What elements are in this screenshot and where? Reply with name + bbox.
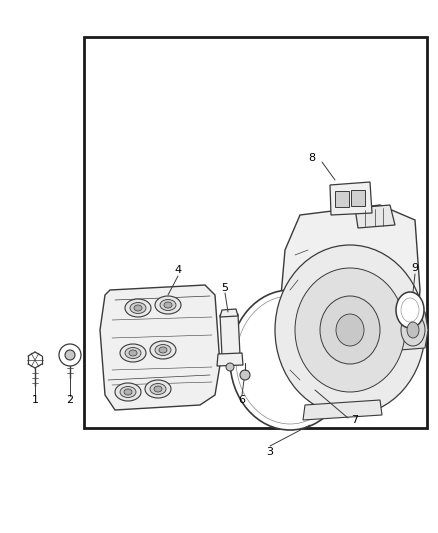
- Ellipse shape: [134, 305, 141, 311]
- Ellipse shape: [130, 303, 146, 313]
- Ellipse shape: [159, 300, 176, 311]
- Polygon shape: [329, 182, 371, 215]
- Circle shape: [65, 350, 75, 360]
- Circle shape: [226, 363, 233, 371]
- Text: 5: 5: [221, 283, 228, 293]
- Text: 3: 3: [266, 447, 273, 457]
- Ellipse shape: [150, 341, 176, 359]
- Ellipse shape: [115, 383, 141, 401]
- Ellipse shape: [400, 314, 424, 346]
- Text: 4: 4: [174, 265, 181, 275]
- Text: 7: 7: [351, 415, 358, 425]
- Ellipse shape: [125, 348, 141, 359]
- Polygon shape: [219, 314, 240, 356]
- Ellipse shape: [236, 296, 343, 424]
- Text: 2: 2: [66, 395, 74, 405]
- Ellipse shape: [164, 302, 172, 308]
- Ellipse shape: [125, 299, 151, 317]
- Text: 6: 6: [238, 395, 245, 405]
- Polygon shape: [354, 205, 394, 228]
- Bar: [334, 191, 348, 207]
- Ellipse shape: [120, 386, 136, 398]
- Ellipse shape: [145, 380, 171, 398]
- Text: 1: 1: [32, 395, 39, 405]
- Ellipse shape: [294, 268, 404, 392]
- Circle shape: [240, 370, 249, 380]
- Ellipse shape: [124, 389, 132, 395]
- Ellipse shape: [159, 347, 166, 353]
- Ellipse shape: [150, 384, 166, 394]
- Circle shape: [59, 344, 81, 366]
- Ellipse shape: [155, 344, 171, 356]
- Bar: [84, 37, 426, 428]
- Ellipse shape: [406, 322, 418, 338]
- Ellipse shape: [395, 292, 423, 328]
- Ellipse shape: [154, 386, 162, 392]
- Polygon shape: [302, 400, 381, 420]
- Polygon shape: [277, 205, 419, 415]
- Polygon shape: [219, 309, 237, 317]
- Polygon shape: [100, 285, 219, 410]
- Polygon shape: [399, 310, 427, 350]
- Ellipse shape: [400, 298, 418, 322]
- Text: 8: 8: [308, 153, 315, 163]
- Bar: [350, 190, 364, 206]
- Ellipse shape: [129, 350, 137, 356]
- Ellipse shape: [274, 245, 424, 415]
- Text: 9: 9: [410, 263, 417, 273]
- Ellipse shape: [230, 290, 349, 430]
- Ellipse shape: [155, 296, 180, 314]
- Ellipse shape: [335, 314, 363, 346]
- Ellipse shape: [319, 296, 379, 364]
- Polygon shape: [216, 353, 243, 366]
- Ellipse shape: [120, 344, 146, 362]
